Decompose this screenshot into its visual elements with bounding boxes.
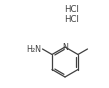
Text: H₂N: H₂N	[26, 45, 42, 54]
Text: HCl: HCl	[65, 15, 79, 23]
Text: N: N	[62, 43, 68, 51]
Text: HCl: HCl	[65, 5, 79, 15]
